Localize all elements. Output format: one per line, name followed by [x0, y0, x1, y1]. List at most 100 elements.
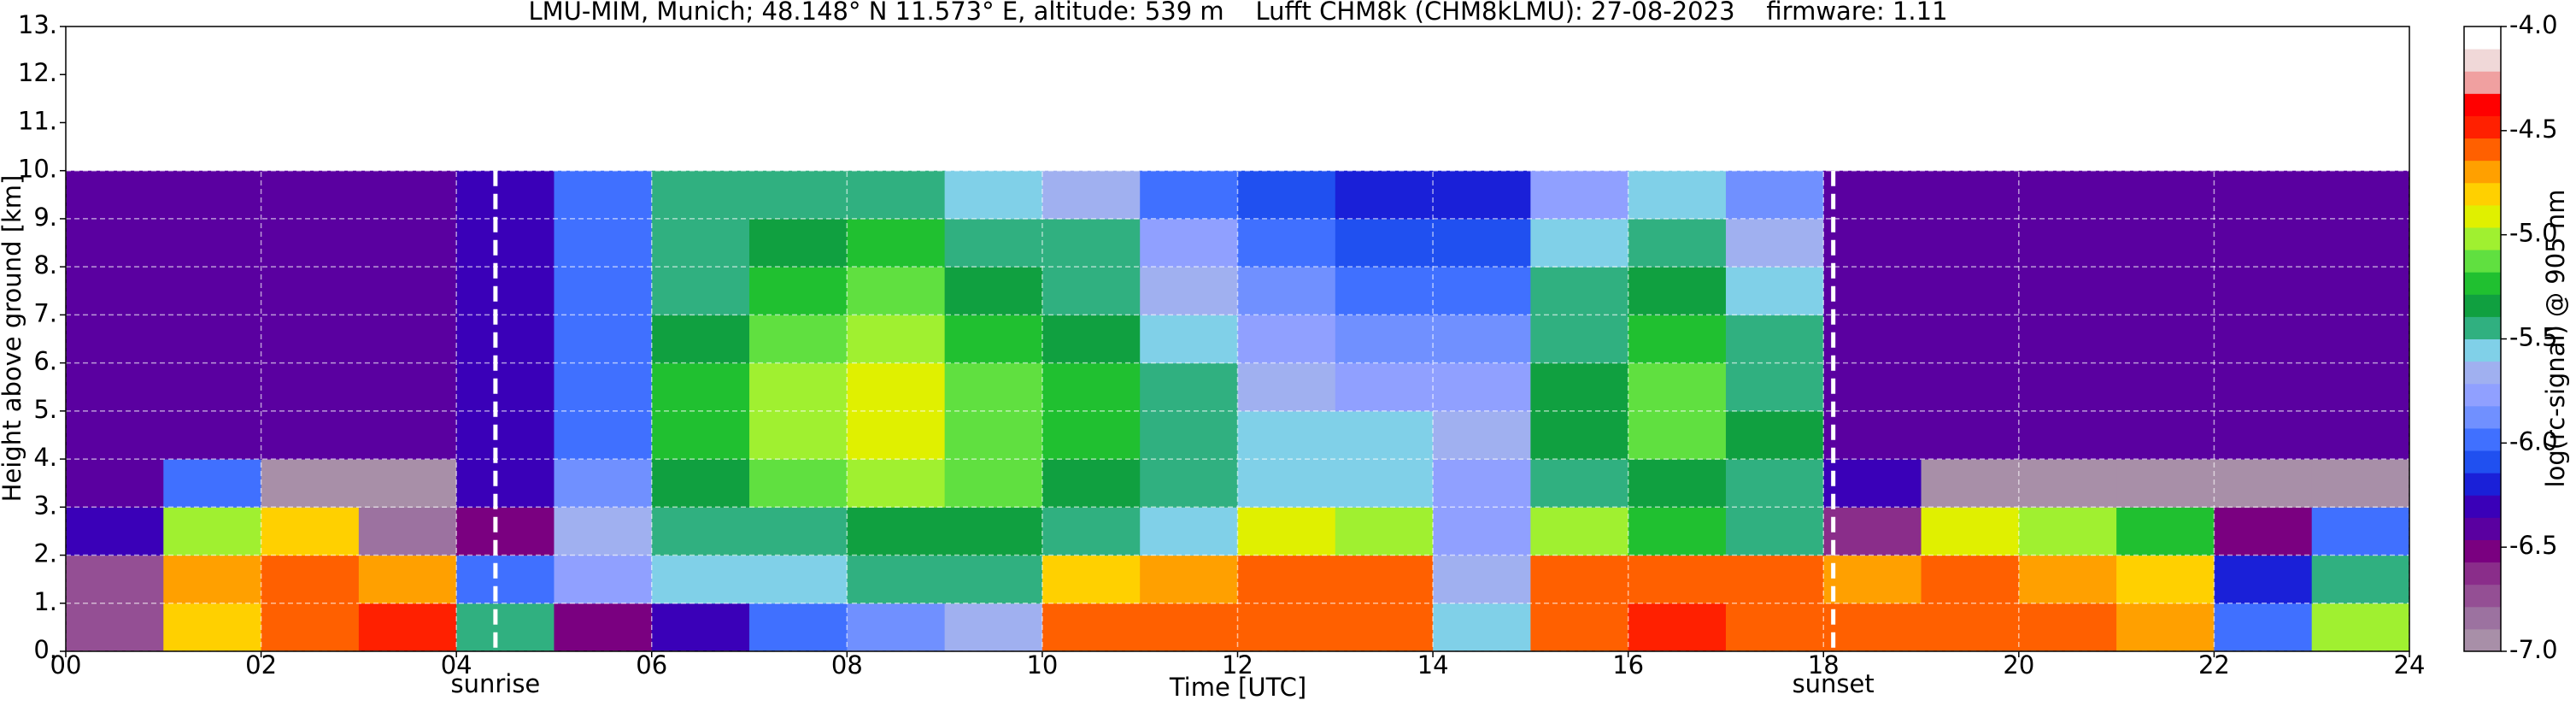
- colorbar-step: [2464, 272, 2501, 295]
- heatmap-cell: [1140, 603, 1238, 652]
- heatmap-cell: [1628, 459, 1727, 508]
- heatmap-cell: [1335, 459, 1434, 508]
- heatmap-cell: [261, 218, 360, 268]
- heatmap-cell: [944, 459, 1043, 508]
- heatmap-cell: [944, 603, 1043, 652]
- heatmap-cell: [2214, 218, 2313, 268]
- heatmap-cell: [456, 362, 555, 412]
- heatmap-cell: [2116, 507, 2215, 556]
- heatmap-cell: [2214, 267, 2313, 315]
- heatmap-cell: [2214, 410, 2313, 460]
- heatmap-cell: [554, 267, 653, 315]
- heatmap-cell: [358, 218, 457, 268]
- heatmap-cell: [1335, 170, 1434, 220]
- heatmap-cell: [1530, 267, 1629, 315]
- heatmap-cell: [1237, 410, 1336, 460]
- heatmap-cell: [2214, 170, 2313, 220]
- heatmap-cell: [358, 267, 457, 315]
- heatmap-cell: [2116, 459, 2215, 508]
- heatmap-cell: [1042, 603, 1141, 652]
- annotation-label: sunset: [1793, 669, 1875, 698]
- heatmap-cell: [456, 603, 555, 652]
- colorbar-step: [2464, 49, 2501, 72]
- heatmap-cell: [1042, 410, 1141, 460]
- colorbar-step: [2464, 405, 2501, 429]
- heatmap-cell: [847, 362, 946, 412]
- heatmap-cell: [1140, 459, 1238, 508]
- heatmap-cell: [66, 555, 164, 604]
- heatmap-cell: [1628, 555, 1727, 604]
- heatmap-cell: [1725, 603, 1824, 652]
- heatmap-cell: [944, 555, 1043, 604]
- heatmap-cell: [456, 170, 555, 220]
- heatmap-cell: [554, 315, 653, 364]
- x-tick-label: 02: [245, 650, 277, 680]
- heatmap-cell: [1237, 362, 1336, 412]
- heatmap-cell: [1530, 459, 1629, 508]
- heatmap-cell: [1433, 603, 1531, 652]
- heatmap-cell: [1725, 267, 1824, 315]
- heatmap-cell: [847, 170, 946, 220]
- y-tick-label: 2.: [33, 539, 57, 568]
- heatmap-cell: [2311, 267, 2410, 315]
- y-tick-label: 12.: [18, 58, 57, 87]
- heatmap-cell: [1042, 267, 1141, 315]
- heatmap-cell: [2311, 218, 2410, 268]
- heatmap-cell: [1921, 362, 2020, 412]
- heatmap-cell: [2311, 315, 2410, 364]
- heatmap-cell: [1823, 170, 1922, 220]
- heatmap-cell: [1140, 507, 1238, 556]
- heatmap-cell: [1628, 218, 1727, 268]
- heatmap-cell: [944, 267, 1043, 315]
- heatmap-cell: [1725, 410, 1824, 460]
- heatmap-cell: [651, 315, 750, 364]
- colorbar-step: [2464, 628, 2501, 652]
- heatmap-cell: [163, 507, 262, 556]
- heatmap-cell: [1628, 362, 1727, 412]
- heatmap-cell: [1335, 315, 1434, 364]
- heatmap-cell: [1823, 362, 1922, 412]
- colorbar-step: [2464, 294, 2501, 317]
- heatmap-cell: [2116, 170, 2215, 220]
- colorbar-step: [2464, 606, 2501, 630]
- heatmap-cell: [2018, 218, 2117, 268]
- heatmap-cell: [1237, 267, 1336, 315]
- heatmap-cell: [261, 410, 360, 460]
- annotation-label: sunrise: [450, 669, 540, 698]
- chart-title: LMU-MIM, Munich; 48.148° N 11.573° E, al…: [528, 0, 1947, 26]
- heatmap-cell: [2116, 603, 2215, 652]
- heatmap-cell: [2116, 362, 2215, 412]
- heatmap-cell: [1433, 459, 1531, 508]
- heatmap-cell: [2214, 603, 2313, 652]
- x-tick-label: 16: [1612, 650, 1644, 680]
- heatmap-cell: [1628, 410, 1727, 460]
- colorbar-tick-label: -4.5: [2509, 115, 2558, 144]
- heatmap-cell: [554, 459, 653, 508]
- heatmap-cell: [1042, 315, 1141, 364]
- heatmap-cell: [554, 555, 653, 604]
- heatmap-cell: [749, 603, 848, 652]
- x-tick-label: 00: [50, 650, 82, 680]
- colorbar-step: [2464, 338, 2501, 362]
- colorbar-step: [2464, 427, 2501, 451]
- heatmap-cell: [554, 170, 653, 220]
- colorbar-step: [2464, 71, 2501, 94]
- heatmap-cell: [1433, 315, 1531, 364]
- heatmap-cell: [944, 218, 1043, 268]
- heatmap-cell: [1628, 507, 1727, 556]
- heatmap-cell: [1237, 507, 1336, 556]
- heatmap-cell: [1823, 410, 1922, 460]
- heatmap-cell: [749, 459, 848, 508]
- heatmap-cell: [1140, 267, 1238, 315]
- colorbar-step: [2464, 473, 2501, 496]
- heatmap-cell: [1530, 603, 1629, 652]
- heatmap-cell: [749, 170, 848, 220]
- heatmap-cell: [261, 555, 360, 604]
- colorbar-step: [2464, 250, 2501, 273]
- heatmap-cell: [1140, 555, 1238, 604]
- heatmap-cell: [1042, 170, 1141, 220]
- heatmap-cell: [554, 362, 653, 412]
- heatmap-cell: [261, 267, 360, 315]
- heatmap-cell: [2311, 170, 2410, 220]
